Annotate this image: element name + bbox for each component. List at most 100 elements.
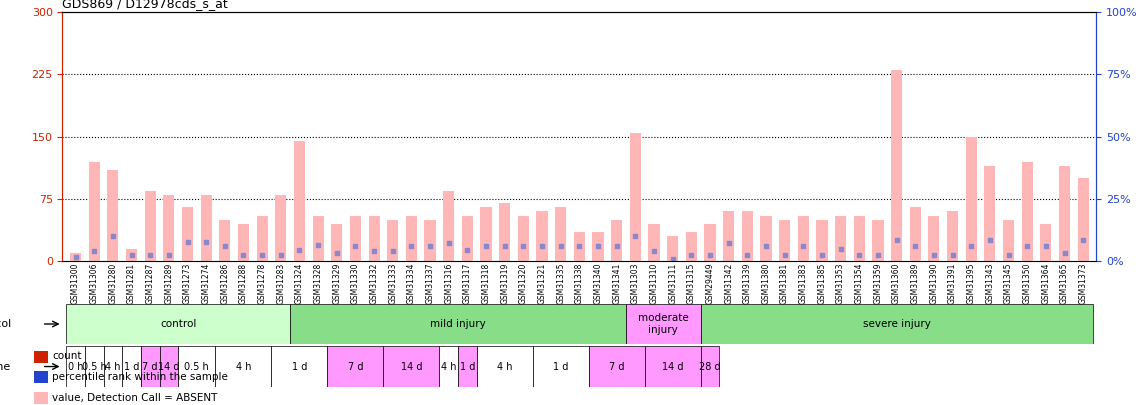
- Text: 4 h: 4 h: [441, 362, 457, 371]
- Bar: [425, 220, 436, 261]
- Bar: [443, 191, 454, 261]
- Bar: [588, 346, 644, 387]
- Bar: [592, 232, 603, 261]
- Bar: [797, 215, 809, 261]
- Bar: [34, 392, 48, 404]
- Text: 7 d: 7 d: [142, 362, 158, 371]
- Bar: [556, 207, 567, 261]
- Bar: [1021, 162, 1033, 261]
- Bar: [626, 304, 701, 344]
- Bar: [216, 346, 272, 387]
- Bar: [275, 195, 286, 261]
- Text: 7 d: 7 d: [348, 362, 364, 371]
- Bar: [644, 346, 701, 387]
- Bar: [704, 224, 716, 261]
- Bar: [384, 346, 440, 387]
- Bar: [1003, 220, 1014, 261]
- Text: mild injury: mild injury: [431, 319, 486, 329]
- Bar: [332, 224, 342, 261]
- Bar: [928, 215, 939, 261]
- Bar: [853, 215, 864, 261]
- Text: percentile rank within the sample: percentile rank within the sample: [52, 372, 228, 382]
- Text: 14 d: 14 d: [158, 362, 179, 371]
- Text: time: time: [0, 362, 10, 371]
- Text: GDS869 / D12978cds_s_at: GDS869 / D12978cds_s_at: [62, 0, 228, 10]
- Bar: [499, 203, 510, 261]
- Bar: [387, 220, 399, 261]
- Text: 14 d: 14 d: [662, 362, 684, 371]
- Bar: [536, 211, 548, 261]
- Bar: [34, 371, 48, 384]
- Text: 1 d: 1 d: [292, 362, 307, 371]
- Text: 0.5 h: 0.5 h: [82, 362, 107, 371]
- Bar: [312, 215, 324, 261]
- Text: 7 d: 7 d: [609, 362, 625, 371]
- Bar: [406, 215, 417, 261]
- Bar: [103, 346, 123, 387]
- Text: 1 d: 1 d: [553, 362, 568, 371]
- Text: protocol: protocol: [0, 319, 10, 329]
- Bar: [159, 346, 178, 387]
- Text: 14 d: 14 d: [401, 362, 423, 371]
- Text: 4 h: 4 h: [496, 362, 512, 371]
- Bar: [1041, 224, 1052, 261]
- Bar: [966, 137, 977, 261]
- Bar: [458, 346, 477, 387]
- Bar: [1059, 166, 1070, 261]
- Bar: [760, 215, 771, 261]
- Bar: [237, 224, 249, 261]
- Text: 4 h: 4 h: [106, 362, 120, 371]
- Bar: [701, 346, 719, 387]
- Bar: [66, 346, 85, 387]
- Text: 0 h: 0 h: [68, 362, 83, 371]
- Bar: [779, 220, 791, 261]
- Bar: [701, 304, 1093, 344]
- Bar: [123, 346, 141, 387]
- Bar: [178, 346, 216, 387]
- Bar: [667, 237, 678, 261]
- Bar: [872, 220, 884, 261]
- Bar: [290, 304, 626, 344]
- Text: severe injury: severe injury: [862, 319, 930, 329]
- Bar: [66, 304, 290, 344]
- Text: 28 d: 28 d: [699, 362, 720, 371]
- Bar: [649, 224, 660, 261]
- Bar: [89, 162, 100, 261]
- Bar: [835, 215, 846, 261]
- Bar: [440, 346, 458, 387]
- Bar: [891, 70, 902, 261]
- Bar: [742, 211, 753, 261]
- Bar: [481, 207, 492, 261]
- Text: control: control: [160, 319, 197, 329]
- Text: 1 d: 1 d: [460, 362, 475, 371]
- Bar: [686, 232, 696, 261]
- Bar: [574, 232, 585, 261]
- Bar: [533, 346, 588, 387]
- Text: value, Detection Call = ABSENT: value, Detection Call = ABSENT: [52, 393, 218, 403]
- Bar: [107, 170, 118, 261]
- Bar: [947, 211, 958, 261]
- Bar: [477, 346, 533, 387]
- Bar: [722, 211, 734, 261]
- Bar: [257, 215, 268, 261]
- Bar: [1078, 178, 1088, 261]
- Bar: [611, 220, 623, 261]
- Text: moderate
injury: moderate injury: [638, 313, 688, 335]
- Text: 1 d: 1 d: [124, 362, 140, 371]
- Bar: [272, 346, 327, 387]
- Bar: [817, 220, 827, 261]
- Bar: [462, 215, 473, 261]
- Text: 0.5 h: 0.5 h: [184, 362, 209, 371]
- Bar: [34, 351, 48, 363]
- Bar: [294, 141, 306, 261]
- Text: count: count: [52, 351, 82, 361]
- Bar: [182, 207, 193, 261]
- Bar: [219, 220, 231, 261]
- Bar: [85, 346, 103, 387]
- Text: 4 h: 4 h: [236, 362, 251, 371]
- Bar: [70, 253, 81, 261]
- Bar: [201, 195, 211, 261]
- Bar: [518, 215, 529, 261]
- Bar: [350, 215, 361, 261]
- Bar: [984, 166, 995, 261]
